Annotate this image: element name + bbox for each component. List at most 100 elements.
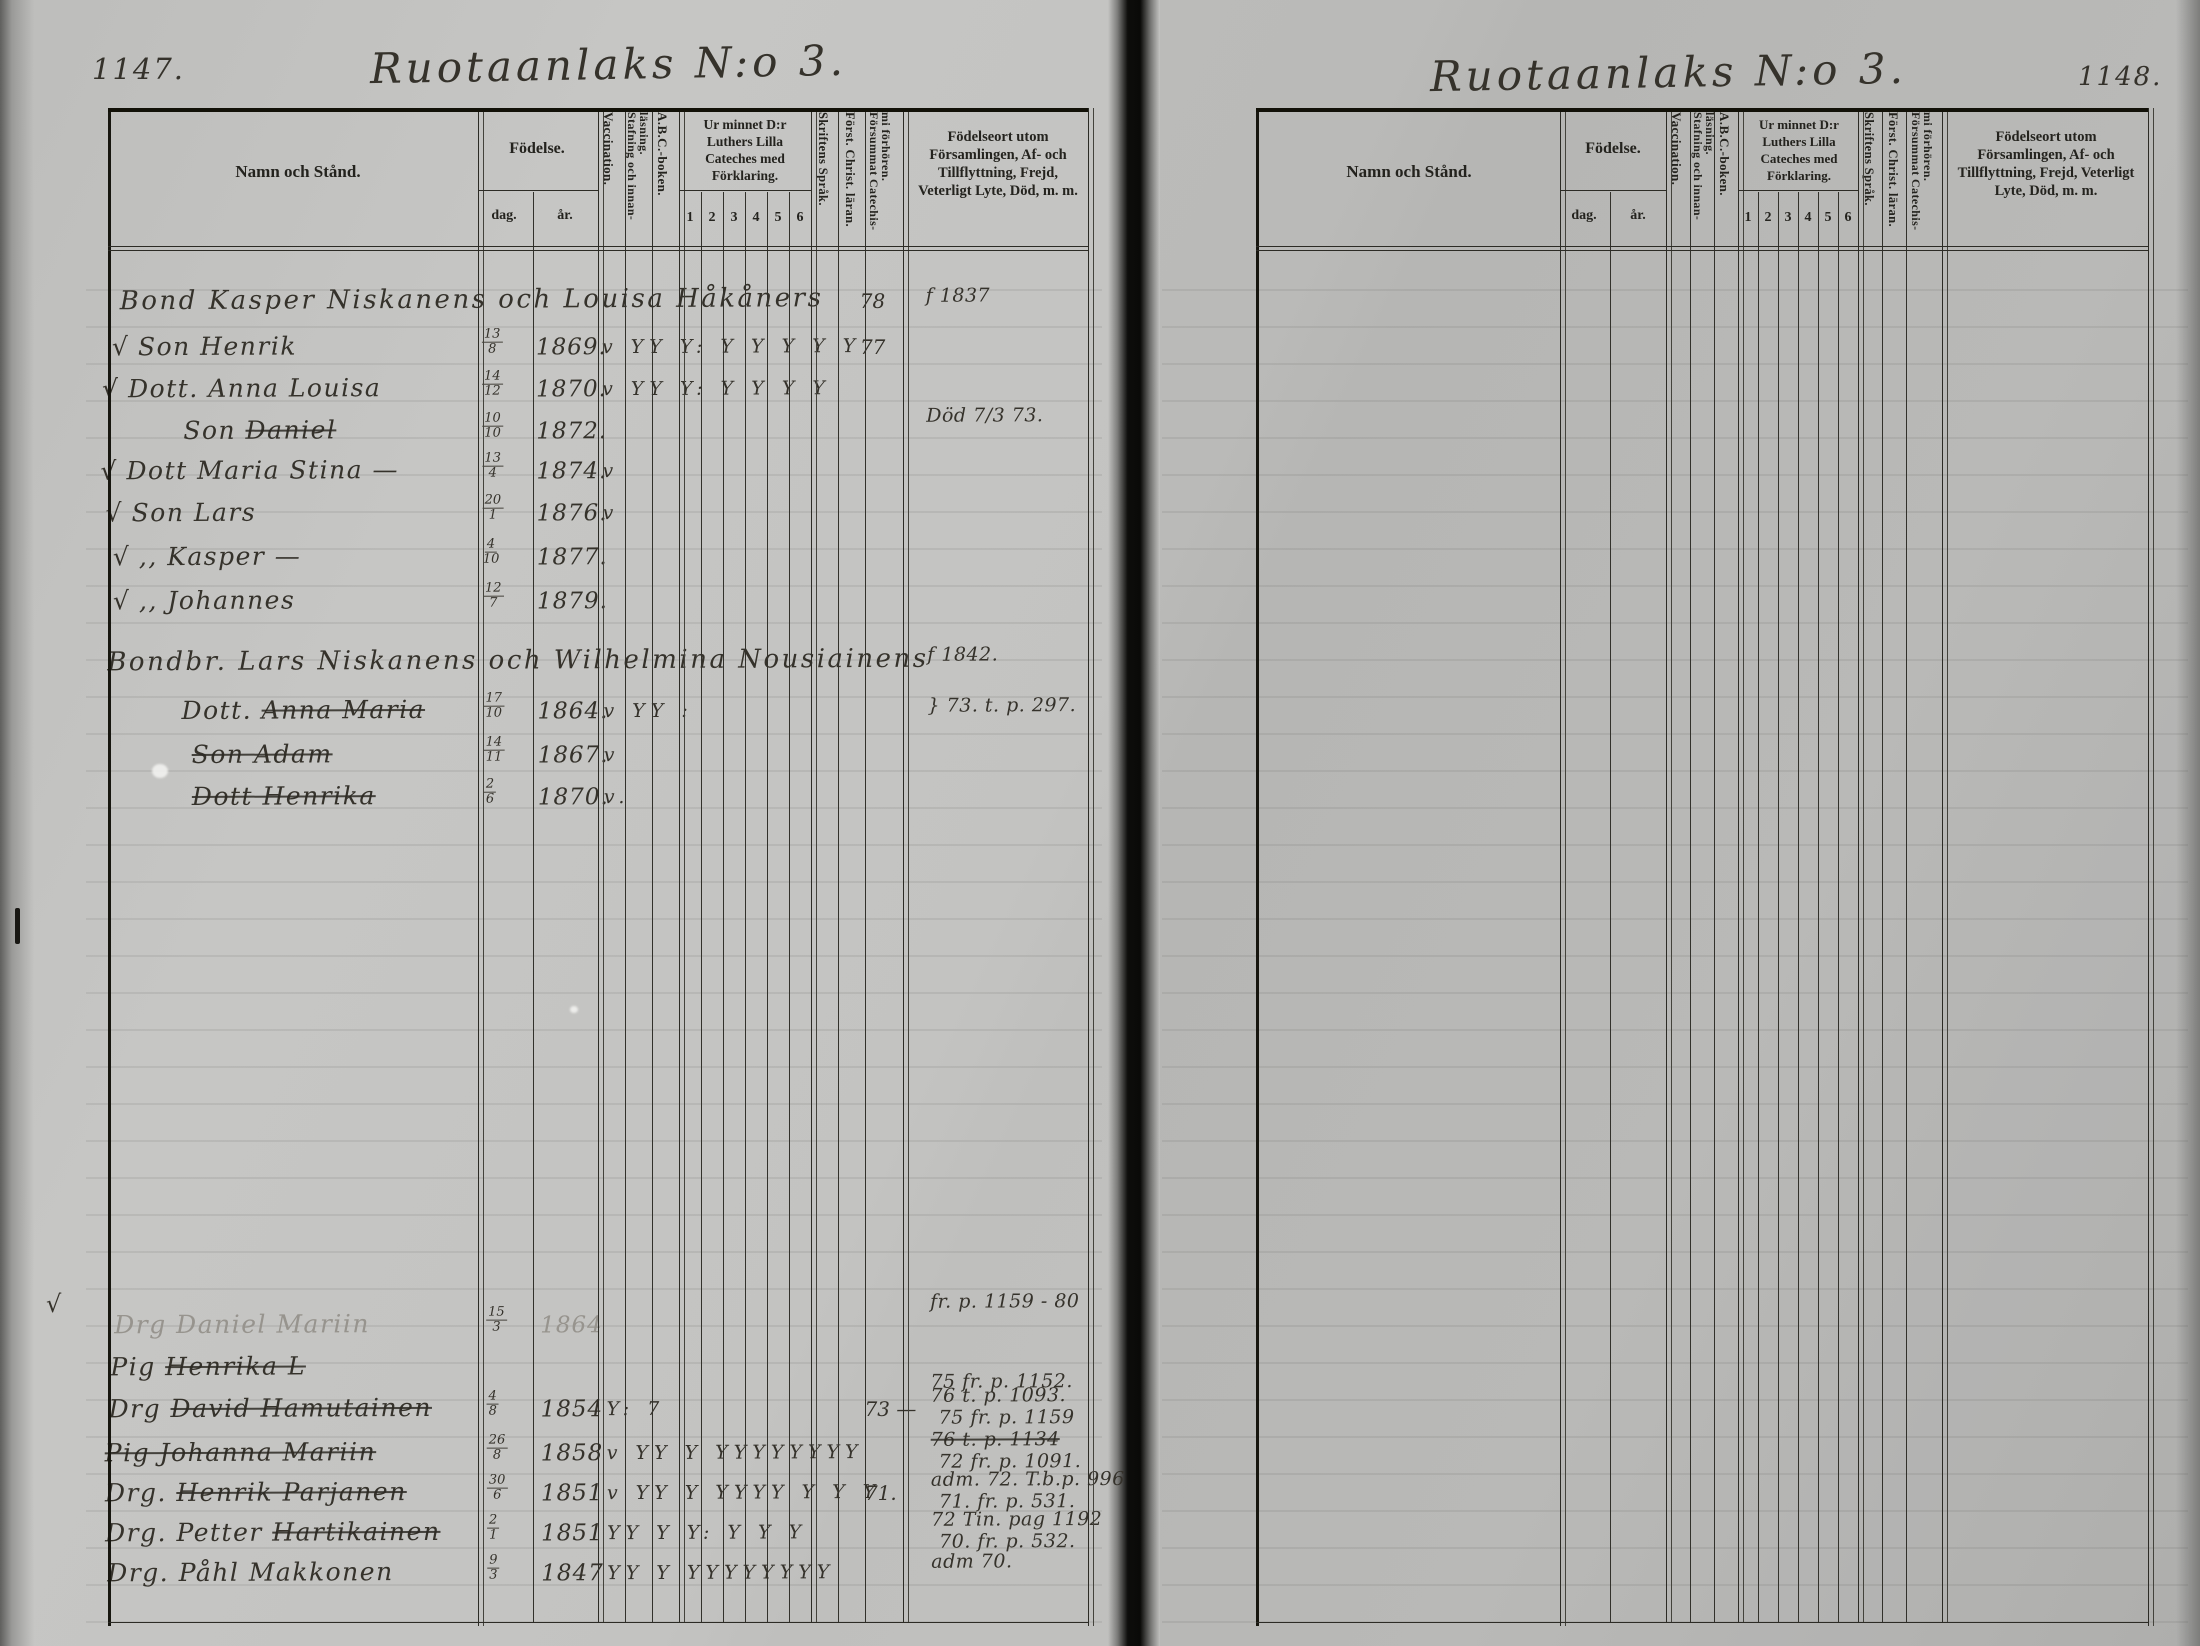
entry-birth-year: 1870.: [536, 376, 608, 403]
header-cat-col-4-right: 4: [1804, 210, 1812, 225]
header-vaccination-right: Vaccination.: [1669, 112, 1684, 186]
register-row: Pig Henrika L 75 fr. p. 1152.: [0, 0, 2196, 1392]
header-cat-col-3-right: 3: [1784, 210, 1792, 225]
entry-name: Drg. Henrik Parjanen: [105, 1477, 407, 1507]
entry-birth-day: 26 8: [486, 1433, 508, 1463]
header-cat-col-2-left: 2: [708, 210, 716, 225]
header-christianity-right: Först. Christ. läran.: [1886, 112, 1900, 227]
entry-name-part: Dott.: [181, 695, 262, 726]
entry-name-part: Bondbr. Lars Niskanens och Wilhelmina No…: [107, 643, 929, 678]
entry-missed-exams: 77: [859, 334, 886, 360]
entry-name-struck: Daniel: [245, 415, 337, 445]
entry-birth-day: 4 10: [482, 536, 500, 567]
entry-remark-2: 70. fr. p. 532.: [939, 1530, 1076, 1553]
entry-name-part: Dott Maria Stina —: [126, 455, 400, 486]
header-spelling-left: Stafning och innan- läsning.: [625, 112, 651, 221]
entry-missed-exams: 71.: [864, 1480, 897, 1506]
entry-birth-year: 1851: [540, 1480, 604, 1507]
entry-exam-marks: v YY Y: Y Y Y Y: [602, 377, 831, 401]
entry-remark: } 73. t. p. 297.: [927, 694, 1077, 717]
entry-name-struck: Dott Henrika: [191, 781, 376, 811]
register-row: Drg. Påhl Makkonen 9 3 1847 YY Y YYYYYYYY adm…: [0, 0, 2196, 1587]
entry-birth-year: 1872.: [536, 418, 608, 445]
header-cat-col-5-right: 5: [1824, 210, 1832, 225]
table-rule-vertical: [533, 192, 534, 1622]
entry-name-part: Bond Kasper Niskanens och Louisa Håkåner…: [119, 283, 824, 317]
table-rule-vertical: [1758, 192, 1759, 1622]
entry-name: Dott Maria Stina —: [126, 455, 399, 485]
table-rule-vertical: [108, 108, 111, 1626]
table-rule-vertical: [1778, 192, 1779, 1622]
entry-missed-exams: 78: [859, 288, 886, 314]
entry-birth-year: 1864: [540, 1312, 603, 1339]
ink-mark: [15, 908, 20, 944]
scan-right-edge: [2176, 0, 2200, 1646]
header-spelling-right: Stafning och innan- läsning.: [1691, 112, 1717, 221]
header-birth-right: Födelse.: [1585, 140, 1641, 157]
table-rule-vertical: [723, 192, 724, 1622]
entry-name-struck: Anna Maria: [261, 694, 426, 725]
entry-birth-day: 13 4: [482, 451, 503, 481]
register-row: Drg. Henrik Parjanen 30 6 1851 v YY Y YYYY Y…: [0, 0, 2196, 1513]
header-birth-day-right: dag.: [1571, 208, 1597, 223]
table-rule-horizontal: [1256, 246, 2148, 247]
entry-name: Pig Johanna Mariin: [105, 1437, 377, 1467]
table-rule-vertical: [811, 108, 817, 1622]
entry-name-part: Drg: [108, 1394, 171, 1424]
entry-remark: fr. p. 1159 - 80: [930, 1290, 1080, 1313]
table-rule-vertical: [1882, 108, 1883, 1622]
entry-name: Dott. Anna Maria: [181, 695, 425, 725]
margin-check-mark: √: [46, 1290, 62, 1318]
entry-name: Bondbr. Lars Niskanens och Wilhelmina No…: [107, 644, 928, 678]
entry-name-part: Drg. Påhl Makkonen: [107, 1557, 394, 1588]
ruled-lines-left: [86, 254, 1102, 1632]
header-abc-right: A.B.C.-boken.: [1717, 112, 1732, 196]
table-rule-horizontal: [1560, 190, 1666, 191]
entry-birth-year: 1854: [540, 1396, 604, 1423]
header-birth-day-left: dag.: [491, 208, 517, 223]
register-row: √ Son Lars 20 1 1876. v: [0, 0, 2196, 528]
entry-birth-year: 1847: [541, 1560, 604, 1587]
right-page-number: 1148.: [2078, 62, 2163, 92]
header-scripture-right: Skriftens Språk.: [1862, 112, 1876, 206]
entry-exam-marks: v.: [603, 786, 631, 809]
entry-birth-year: 1851: [541, 1520, 604, 1547]
row-check-mark: √: [111, 332, 130, 362]
book-spine: [1108, 0, 1160, 1646]
entry-name-struck: Henrika L: [165, 1351, 306, 1382]
entry-name: Dott Henrika: [192, 781, 376, 811]
entry-exam-marks: v YY Y YYYYYYYY: [606, 1441, 864, 1465]
header-scripture-left: Skriftens Språk.: [816, 112, 830, 206]
header-missed-left: Försummat Catechis- mi förhören.: [867, 112, 893, 231]
entry-exam-marks: v: [603, 744, 621, 767]
entry-birth-day: 13 8: [481, 327, 503, 357]
table-rule-vertical: [1714, 108, 1715, 1622]
entry-remark: 76 t. p. 1134: [930, 1428, 1060, 1451]
entry-name: Drg. Påhl Makkonen: [107, 1557, 394, 1587]
entry-name: Son Henrik: [138, 331, 297, 361]
header-birth-left: Födelse.: [509, 140, 565, 157]
table-rule-vertical: [767, 192, 768, 1622]
table-rule-vertical: [903, 108, 909, 1622]
entry-birth-day: 15 3: [486, 1305, 507, 1335]
entry-name-part: Drg.: [104, 1478, 177, 1508]
table-rule-vertical: [1858, 108, 1864, 1622]
register-row: Son Adam 14 11 1867. v: [0, 0, 2196, 769]
header-cat-col-1-right: 1: [1744, 210, 1752, 225]
paper-speck: [570, 1006, 578, 1013]
entry-birth-day: 20 1: [482, 493, 504, 523]
entry-remark: Död 7/3 73.: [926, 404, 1044, 427]
table-rule-vertical: [1690, 108, 1691, 1622]
row-check-mark: √: [112, 542, 131, 572]
header-cat-col-4-left: 4: [752, 210, 760, 225]
entry-name: Pig Henrika L: [110, 1351, 306, 1381]
table-rule-vertical: [1818, 192, 1819, 1622]
entry-remark-2: 75 fr. p. 1159: [938, 1406, 1075, 1429]
header-cat-col-2-right: 2: [1764, 210, 1772, 225]
table-rule-horizontal: [679, 190, 811, 191]
